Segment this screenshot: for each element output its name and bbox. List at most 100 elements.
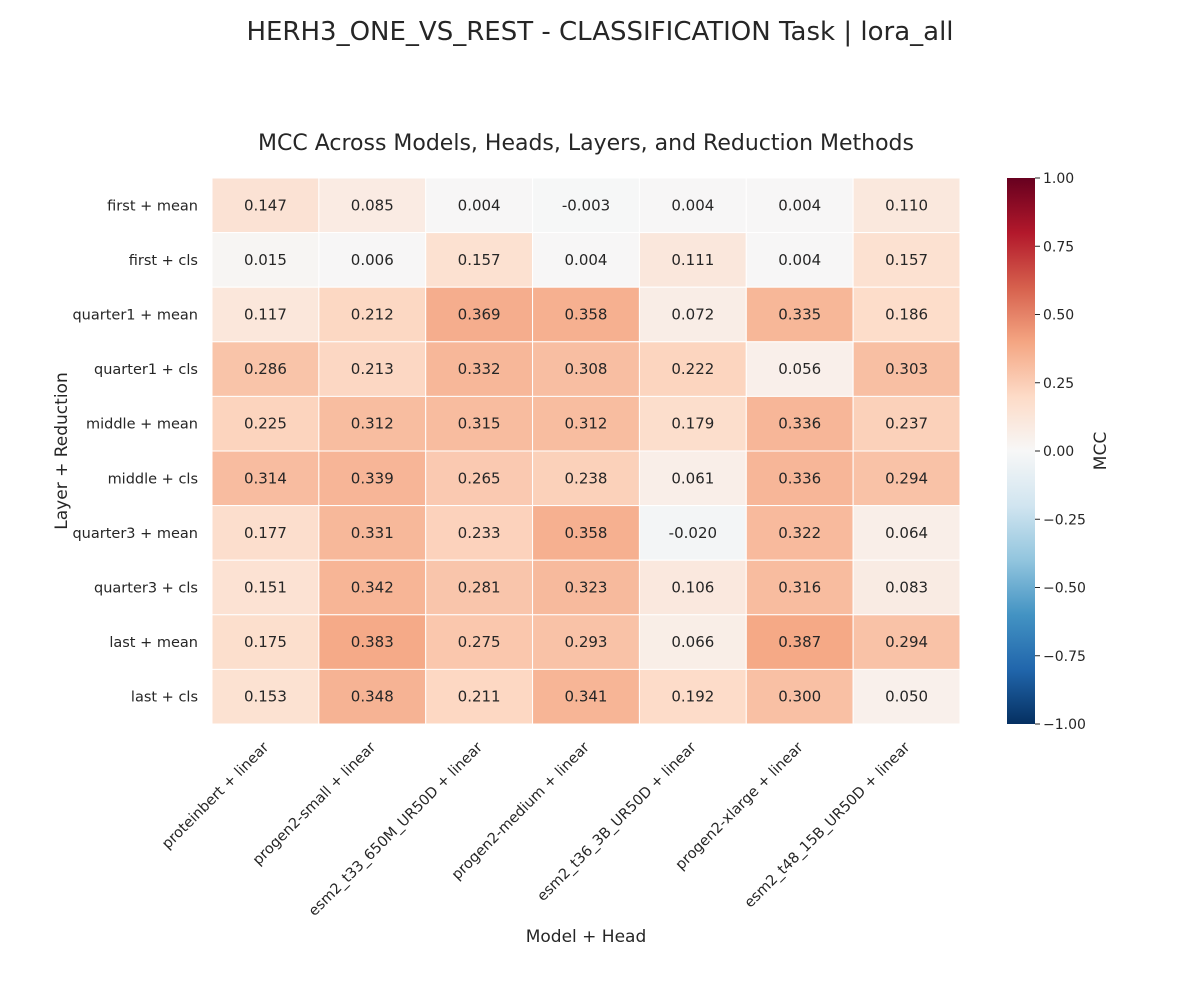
colorbar-tick-label: 1.00 (1043, 171, 1074, 187)
heatmap-cell-value: 0.383 (351, 633, 394, 651)
heatmap-cell-value: 0.358 (565, 524, 608, 542)
heatmap-cell-value: 0.322 (778, 524, 821, 542)
heatmap-cell (532, 559, 640, 616)
heatmap-cell (745, 286, 854, 343)
heatmap-cell (852, 341, 961, 397)
heatmap-cell-value: -0.020 (669, 524, 717, 542)
heatmap-cell (638, 177, 747, 234)
heatmap-cell (532, 668, 640, 725)
heatmap-cell-value: 0.153 (244, 688, 287, 706)
heatmap-cell-value: 0.211 (458, 688, 501, 706)
heatmap-cell-value: 0.237 (885, 415, 928, 433)
heatmap-cell-value: 0.265 (458, 469, 501, 487)
y-tick-label: last + cls (131, 690, 198, 706)
heatmap-cell-value: 0.110 (885, 196, 928, 214)
heatmap-cell-labels: 0.147 0.085 0.004 -0.003 0.004 0.004 0.110 0.01… (244, 196, 928, 705)
heatmap-cell-value: 0.066 (671, 633, 714, 651)
heatmap-cell (211, 450, 320, 507)
heatmap-cell-value: 0.004 (671, 196, 714, 214)
colorbar-tick-label: −1.00 (1043, 717, 1086, 733)
heatmap-cell-value: 0.004 (778, 251, 821, 269)
chart-title: MCC Across Models, Heads, Layers, and Re… (258, 131, 914, 156)
heatmap-cell (318, 177, 427, 234)
heatmap-cell (425, 505, 534, 561)
heatmap-cell (745, 668, 854, 725)
y-tick-label: last + mean (109, 635, 198, 651)
heatmap-cell (745, 341, 854, 397)
figure-suptitle: HERH3_ONE_VS_REST - CLASSIFICATION Task … (246, 17, 953, 47)
heatmap-cell-value: 0.316 (778, 579, 821, 597)
heatmap-cell-value: 0.332 (458, 360, 501, 378)
heatmap-cell (425, 232, 534, 288)
heatmap-cell-value: 0.323 (565, 579, 608, 597)
heatmap-cell (852, 286, 961, 343)
y-tick-label: first + cls (129, 253, 198, 269)
heatmap-cell-value: 0.177 (244, 524, 287, 542)
heatmap-cell-value: 0.106 (671, 579, 714, 597)
heatmap-cell (638, 286, 747, 343)
y-tick-label: quarter1 + cls (94, 362, 198, 378)
heatmap-cell (318, 341, 427, 397)
heatmap-cell (211, 232, 320, 288)
y-tick-label: first + mean (107, 198, 198, 214)
colorbar-tick-label: −0.75 (1043, 649, 1086, 665)
heatmap-cell-value: 0.294 (885, 633, 928, 651)
heatmap-cell (638, 450, 747, 507)
heatmap-cell (211, 559, 320, 616)
heatmap-cell-value: 0.315 (458, 415, 501, 433)
heatmap-cell (211, 505, 320, 561)
heatmap-cell-value: 0.064 (885, 524, 928, 542)
colorbar-tick-label: 0.25 (1043, 376, 1074, 392)
heatmap-cell (211, 668, 320, 725)
heatmap-cell-value: 0.286 (244, 360, 287, 378)
y-axis-tick-labels: first + mean first + cls quarter1 + mean qu… (72, 198, 198, 705)
heatmap-cell-value: 0.117 (244, 306, 287, 324)
y-tick-label: middle + cls (108, 471, 198, 487)
heatmap-cell (425, 668, 534, 725)
heatmap-cell (318, 286, 427, 343)
heatmap-cell (852, 559, 961, 616)
heatmap-cell (638, 559, 747, 616)
heatmap-cell-value: 0.213 (351, 360, 394, 378)
heatmap-cell-value: 0.312 (565, 415, 608, 433)
heatmap-cell (425, 177, 534, 234)
heatmap-cell-value: 0.331 (351, 524, 394, 542)
heatmap-cell (211, 341, 320, 397)
heatmap-cell-value: 0.151 (244, 579, 287, 597)
heatmap-cell (318, 559, 427, 616)
y-axis-label: Layer + Reduction (52, 372, 72, 529)
heatmap-cell-value: 0.342 (351, 579, 394, 597)
heatmap-cell-value: 0.157 (885, 251, 928, 269)
heatmap-cell-value: 0.293 (565, 633, 608, 651)
heatmap-cell-value: 0.238 (565, 469, 608, 487)
heatmap-cell-value: 0.061 (671, 469, 714, 487)
colorbar-ticks: 1.00 0.75 0.50 0.25 0.00 −0.25 −0.50 −0.75 −1.00 (1035, 171, 1086, 733)
heatmap-cell-value: 0.308 (565, 360, 608, 378)
x-tick-label: progen2-xlarge + linear (673, 739, 807, 873)
heatmap-cell-value: 0.225 (244, 415, 287, 433)
y-tick-label: quarter1 + mean (72, 308, 198, 324)
heatmap-cell (532, 177, 640, 234)
y-tick-label: quarter3 + mean (72, 526, 198, 542)
heatmap-cell-value: 0.341 (565, 688, 608, 706)
heatmap-cell-value: 0.294 (885, 469, 928, 487)
y-tick-label: quarter3 + cls (94, 581, 198, 597)
heatmap-cell-value: -0.003 (562, 196, 610, 214)
heatmap-cell (745, 505, 854, 561)
heatmap-cell-value: 0.300 (778, 688, 821, 706)
heatmap-cell-value: 0.056 (778, 360, 821, 378)
heatmap-cell-value: 0.358 (565, 306, 608, 324)
heatmap-cell (638, 505, 747, 561)
heatmap-cell-value: 0.339 (351, 469, 394, 487)
heatmap-cell (745, 559, 854, 616)
heatmap-cell-value: 0.369 (458, 306, 501, 324)
colorbar-tick-label: 0.50 (1043, 308, 1074, 324)
heatmap-cell (532, 450, 640, 507)
heatmap-cell-value: 0.303 (885, 360, 928, 378)
heatmap-cell (211, 177, 320, 234)
heatmap-cell (425, 395, 534, 452)
y-tick-label: middle + mean (86, 417, 198, 433)
x-tick-label: proteinbert + linear (159, 739, 272, 852)
